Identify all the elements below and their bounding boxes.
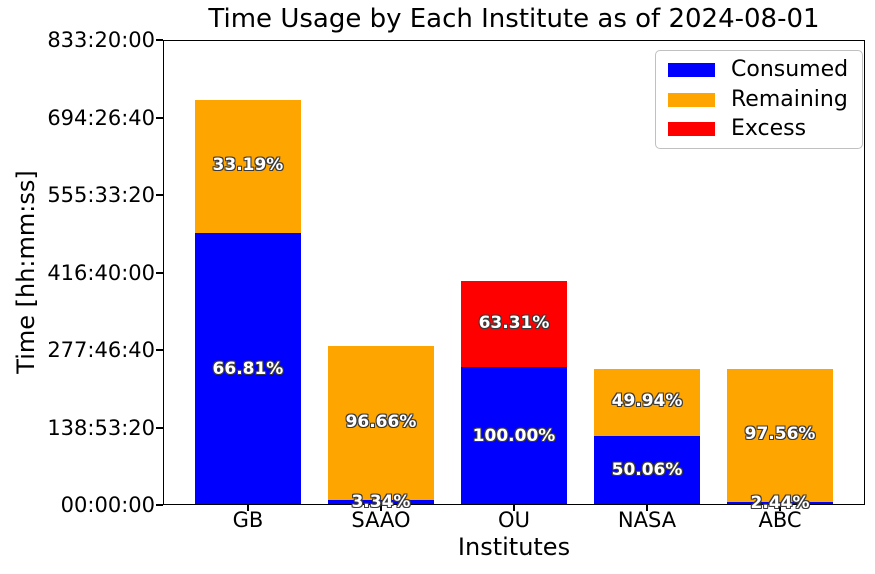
y-tick-mark	[156, 426, 163, 429]
x-tick-mark	[246, 505, 249, 511]
bar-segment-consumed	[594, 435, 701, 505]
x-axis-label: Institutes	[457, 533, 571, 561]
legend-swatch-excess	[668, 122, 715, 136]
bar-segment-remaining	[327, 344, 434, 500]
x-tick-label: ABC	[758, 508, 802, 532]
bar-segment-remaining	[194, 97, 301, 233]
y-tick-label: 416:40:00	[47, 260, 155, 285]
bar-segment-consumed	[727, 501, 834, 505]
bar-segment-excess	[461, 279, 567, 367]
y-tick-label: 277:46:40	[47, 338, 155, 362]
y-tick-mark	[156, 116, 163, 119]
bar-percent-label: 3.34%	[351, 492, 411, 513]
legend-row: Remaining	[668, 86, 850, 112]
x-tick-label: NASA	[617, 508, 677, 532]
bar-segment-remaining	[594, 366, 701, 436]
y-tick-mark	[156, 39, 163, 41]
bar-percent-label: 100.00%	[472, 425, 556, 446]
x-tick-mark	[779, 505, 782, 511]
x-tick-mark	[513, 505, 515, 511]
legend-row: Excess	[668, 118, 850, 140]
bar-percent-label: 63.31%	[478, 312, 550, 333]
y-tick-label: 555:33:20	[47, 183, 155, 207]
legend-swatch-consumed	[668, 63, 715, 77]
bar-segment-consumed	[327, 499, 434, 505]
legend: Consumed Remaining Excess	[655, 50, 863, 149]
bar-segment-consumed	[194, 232, 301, 505]
bar-segment-remaining	[727, 366, 834, 502]
y-tick-mark	[156, 194, 163, 196]
y-tick-mark	[156, 349, 163, 351]
x-tick-mark	[646, 505, 649, 511]
bar-percent-label: 50.06%	[611, 460, 683, 481]
bar-percent-label: 2.44%	[750, 493, 810, 514]
x-tick-mark	[379, 505, 382, 511]
x-tick-label: SAAO	[351, 508, 411, 532]
bar-segment-consumed	[461, 366, 567, 505]
legend-label: Consumed	[731, 57, 849, 82]
bar-percent-label: 33.19%	[212, 155, 284, 176]
x-tick-label: GB	[232, 508, 264, 532]
legend-label: Excess	[731, 116, 807, 141]
legend-label: Remaining	[731, 86, 848, 112]
y-tick-label: 694:26:40	[47, 105, 155, 130]
legend-swatch-remaining	[668, 92, 715, 107]
bar-percent-label: 97.56%	[744, 424, 816, 445]
bar-percent-label: 66.81%	[212, 358, 284, 379]
y-tick-mark	[156, 271, 163, 274]
bar-percent-label: 96.66%	[345, 411, 417, 432]
y-tick-label: 833:20:00	[47, 28, 155, 52]
y-tick-mark	[156, 504, 163, 506]
bar-percent-label: 49.94%	[611, 391, 683, 412]
chart-title: Time Usage by Each Institute as of 2024-…	[208, 4, 820, 34]
x-tick-label: OU	[498, 508, 530, 532]
legend-row: Consumed	[668, 59, 850, 81]
y-tick-label: 138:53:20	[47, 415, 155, 440]
y-tick-label: 00:00:00	[60, 493, 155, 517]
